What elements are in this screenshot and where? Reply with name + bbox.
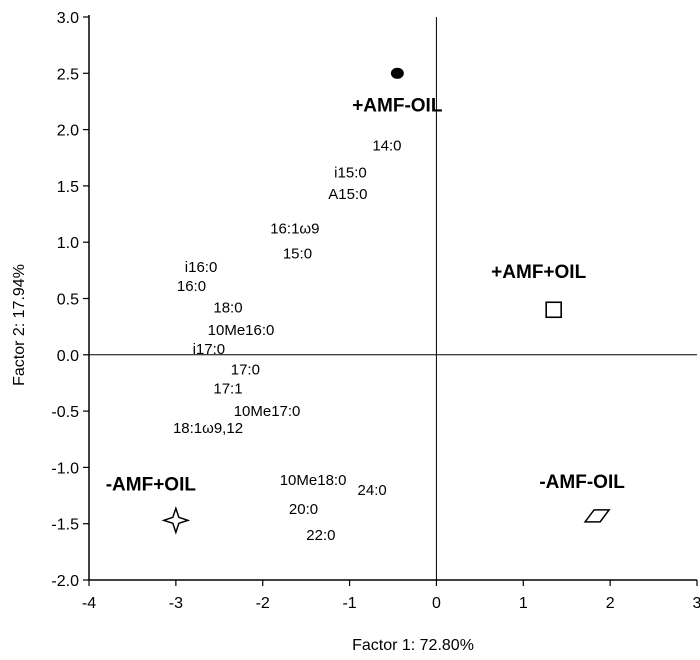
variable-label: 10Me17:0 — [234, 403, 301, 420]
x-tick-label: -1 — [342, 595, 356, 612]
variable-label: 24:0 — [358, 482, 387, 499]
x-axis-title: Factor 1: 72.80% — [352, 637, 474, 654]
x-tick-label: 3 — [693, 595, 700, 612]
y-tick-label: -2.0 — [51, 573, 79, 590]
group-marker-four-point-star — [161, 505, 191, 535]
variable-label: i15:0 — [334, 164, 367, 181]
y-tick-label: 0.5 — [57, 292, 79, 309]
x-tick-label: 2 — [606, 595, 615, 612]
variable-label: 10Me16:0 — [208, 322, 275, 339]
variable-label: 18:1ω9,12 — [173, 420, 243, 437]
variable-label: 16:1ω9 — [270, 221, 319, 238]
group-label: +AMF-OIL — [352, 95, 443, 116]
group-marker-filled-circle — [390, 67, 404, 79]
variable-label: 15:0 — [283, 245, 312, 262]
y-tick-label: -1.5 — [51, 517, 79, 534]
x-tick-label: 1 — [519, 595, 528, 612]
y-axis-title: Factor 2: 17.94% — [11, 264, 28, 386]
variable-label: 14:0 — [372, 137, 401, 154]
group-marker-open-square — [545, 301, 562, 319]
variable-label: 17:0 — [231, 361, 260, 378]
variable-label: 17:1 — [213, 381, 242, 398]
y-tick-label: 1.0 — [57, 235, 79, 252]
variable-label: i16:0 — [185, 259, 218, 276]
group-label: +AMF+OIL — [491, 262, 586, 283]
y-tick-label: 2.0 — [57, 123, 79, 140]
variable-label: i17:0 — [193, 341, 226, 358]
variable-label: A15:0 — [328, 186, 367, 203]
y-tick-label: 3.0 — [57, 10, 79, 27]
variable-label: 18:0 — [213, 300, 242, 317]
variable-label: 10Me18:0 — [280, 472, 347, 489]
variable-label: 20:0 — [289, 501, 318, 518]
group-marker-open-parallelogram — [583, 509, 611, 523]
group-label: -AMF-OIL — [539, 472, 625, 493]
variable-label: 16:0 — [177, 278, 206, 295]
y-tick-label: -0.5 — [51, 404, 79, 421]
y-tick-label: -1.0 — [51, 460, 79, 477]
x-tick-label: 0 — [432, 595, 441, 612]
x-tick-label: -3 — [169, 595, 183, 612]
y-tick-label: 2.5 — [57, 66, 79, 83]
x-tick-label: -4 — [82, 595, 96, 612]
group-label: -AMF+OIL — [106, 474, 197, 495]
variable-label: 22:0 — [306, 527, 335, 544]
y-tick-label: 1.5 — [57, 179, 79, 196]
x-tick-label: -2 — [256, 595, 270, 612]
y-tick-label: 0.0 — [57, 348, 79, 365]
